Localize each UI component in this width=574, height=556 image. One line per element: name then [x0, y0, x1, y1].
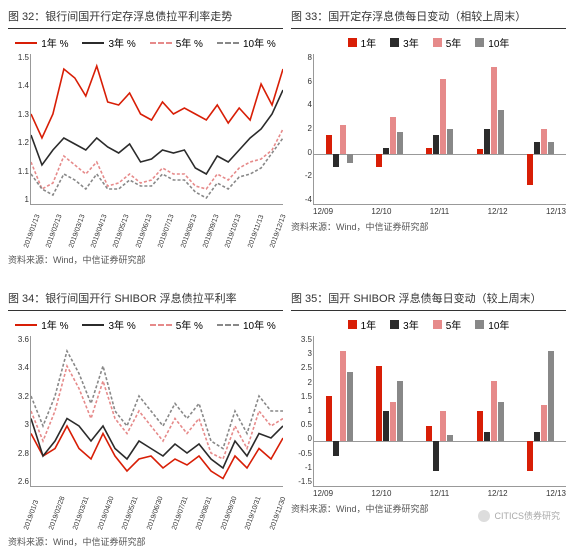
chart33-xaxis: 12/0912/1012/1112/1212/13	[313, 207, 566, 216]
legend-label-10y-b: 10年 %	[243, 317, 276, 332]
legend-label-5y: 5年 %	[176, 35, 203, 50]
chart33-source: 资料来源：Wind，中信证券研究部	[291, 220, 566, 233]
legend-label-10y: 10年 %	[243, 35, 276, 50]
legend-label-5y-b: 5年 %	[176, 317, 203, 332]
chart34-lines	[31, 336, 283, 486]
legend-blabel-10y-b: 10年	[488, 317, 509, 332]
legend-swatch-1y-b	[15, 324, 37, 326]
panel-chart33: 图 33：国开定存浮息债每日变动（相较上周末） 1年 3年 5年 10年 864…	[291, 8, 566, 266]
chart34-xaxis: 2019/01/32019/02/282019/03/312019/04/302…	[30, 489, 283, 531]
legend-label-3y-b: 3年 %	[108, 317, 135, 332]
legend-sq-5y-b	[433, 320, 442, 329]
watermark-text: CITICS债券研究	[494, 509, 560, 522]
legend-swatch-5y	[150, 42, 172, 44]
chart32-xaxis: 2019/01/132019/02/132019/03/132019/04/13…	[30, 207, 283, 249]
legend-sq-10y	[475, 38, 484, 47]
chart34-plot: 3.63.43.232.82.6	[30, 336, 283, 487]
watermark-icon	[478, 510, 490, 522]
chart32-legend: 1年 % 3年 % 5年 % 10年 %	[8, 35, 283, 50]
legend-swatch-3y	[82, 42, 104, 44]
chart35-plot: 3.532.521.510.50-0.5-1-1.5	[313, 336, 566, 487]
chart32-plot: 1.51.41.31.21.11	[30, 54, 283, 205]
watermark: CITICS债券研究	[478, 509, 560, 522]
legend-sq-3y-b	[390, 320, 399, 329]
legend-blabel-1y: 1年	[361, 35, 377, 50]
legend-sq-5y	[433, 38, 442, 47]
panel-chart34: 图 34：银行间国开行 SHIBOR 浮息债拉平利率 1年 % 3年 % 5年 …	[8, 290, 283, 548]
chart32-lines	[31, 54, 283, 204]
chart33-yaxis: 86420-2-4	[292, 54, 312, 204]
legend-blabel-5y: 5年	[446, 35, 462, 50]
chart32-title: 图 32：银行间国开行定存浮息债拉平利率走势	[8, 8, 283, 29]
legend-blabel-10y: 10年	[488, 35, 509, 50]
legend-sq-10y-b	[475, 320, 484, 329]
legend-swatch-3y-b	[82, 324, 104, 326]
chart34-source: 资料来源：Wind，中信证券研究部	[8, 535, 283, 548]
chart34-title: 图 34：银行间国开行 SHIBOR 浮息债拉平利率	[8, 290, 283, 311]
legend-sq-3y	[390, 38, 399, 47]
chart35-legend: 1年 3年 5年 10年	[291, 317, 566, 332]
chart35-xaxis: 12/0912/1012/1112/1212/13	[313, 489, 566, 498]
chart35-bars	[314, 336, 566, 486]
chart35-title: 图 35：国开 SHIBOR 浮息债每日变动（较上周末）	[291, 290, 566, 311]
chart32-yaxis: 1.51.41.31.21.11	[9, 54, 29, 204]
legend-sq-1y-b	[348, 320, 357, 329]
legend-blabel-3y: 3年	[403, 35, 419, 50]
panel-chart32: 图 32：银行间国开行定存浮息债拉平利率走势 1年 % 3年 % 5年 % 10…	[8, 8, 283, 266]
legend-label-1y-b: 1年 %	[41, 317, 68, 332]
panel-chart35: 图 35：国开 SHIBOR 浮息债每日变动（较上周末） 1年 3年 5年 10…	[291, 290, 566, 548]
chart33-bars	[314, 54, 566, 204]
legend-blabel-5y-b: 5年	[446, 317, 462, 332]
chart-grid: 图 32：银行间国开行定存浮息债拉平利率走势 1年 % 3年 % 5年 % 10…	[8, 8, 566, 548]
chart32-source: 资料来源：Wind，中信证券研究部	[8, 253, 283, 266]
legend-swatch-1y	[15, 42, 37, 44]
chart33-legend: 1年 3年 5年 10年	[291, 35, 566, 50]
legend-label-3y: 3年 %	[108, 35, 135, 50]
chart34-legend: 1年 % 3年 % 5年 % 10年 %	[8, 317, 283, 332]
chart33-title: 图 33：国开定存浮息债每日变动（相较上周末）	[291, 8, 566, 29]
chart33-plot: 86420-2-4	[313, 54, 566, 205]
legend-swatch-10y-b	[217, 324, 239, 326]
legend-swatch-5y-b	[150, 324, 172, 326]
legend-blabel-3y-b: 3年	[403, 317, 419, 332]
legend-label-1y: 1年 %	[41, 35, 68, 50]
legend-blabel-1y-b: 1年	[361, 317, 377, 332]
legend-sq-1y	[348, 38, 357, 47]
chart35-yaxis: 3.532.521.510.50-0.5-1-1.5	[292, 336, 312, 486]
legend-swatch-10y	[217, 42, 239, 44]
chart34-yaxis: 3.63.43.232.82.6	[9, 336, 29, 486]
